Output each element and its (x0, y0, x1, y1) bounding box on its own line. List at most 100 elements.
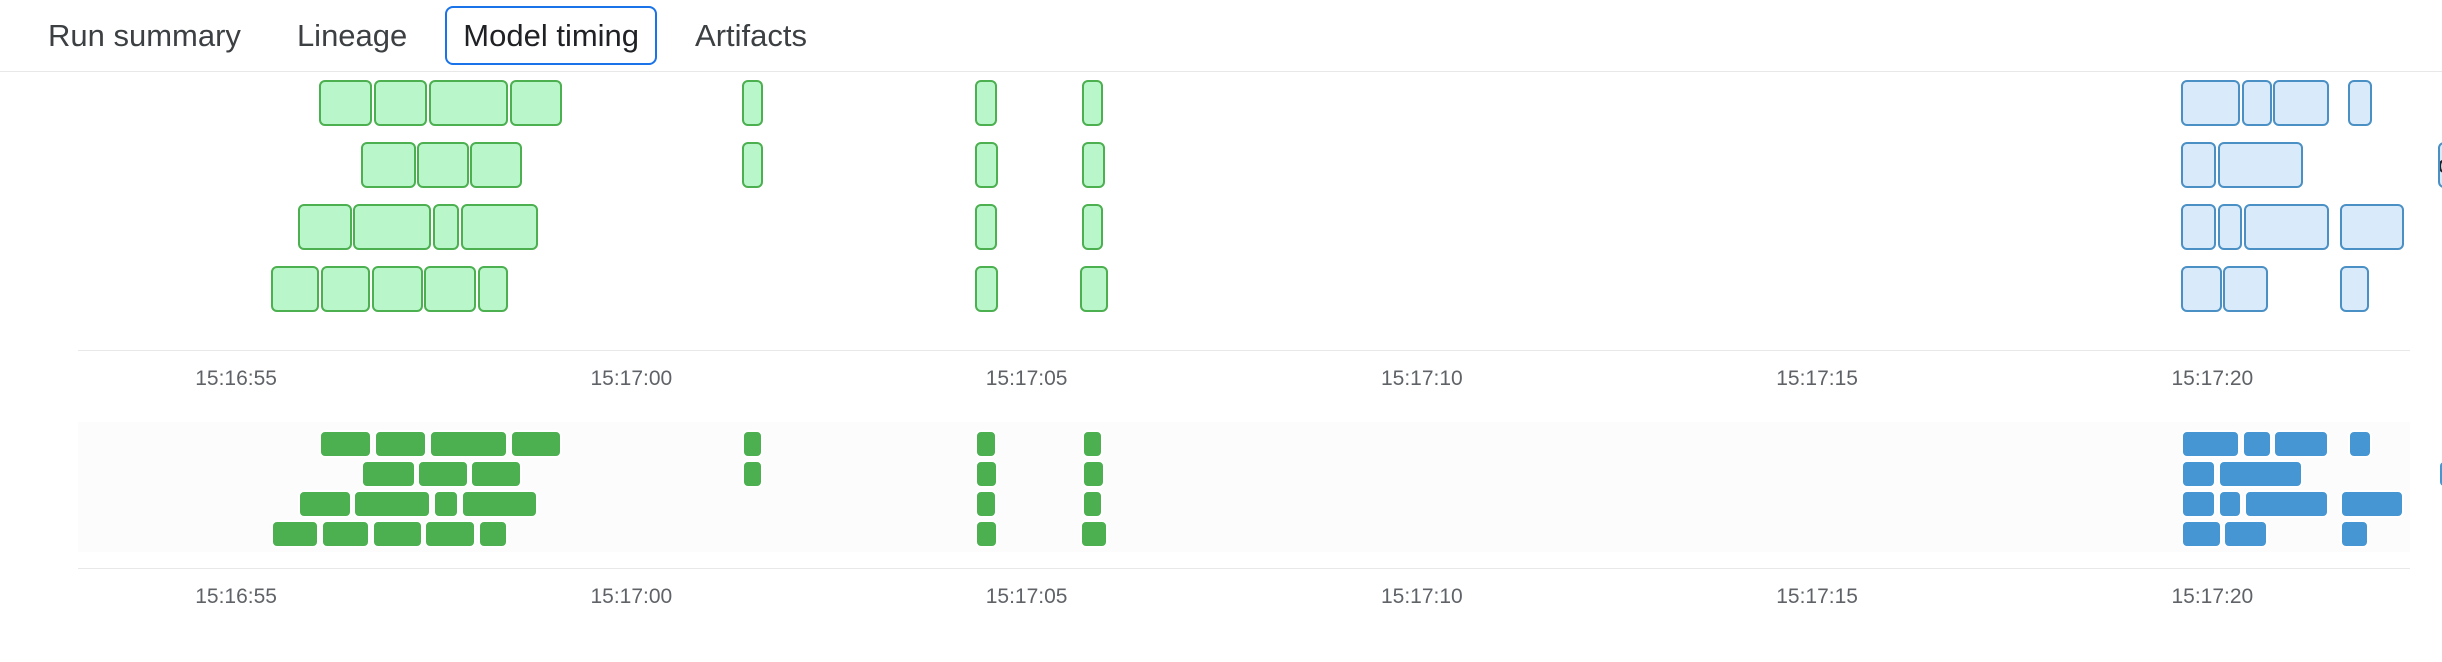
x-axis-tick-label: 15:17:20 (2171, 367, 2254, 390)
gantt-bar[interactable] (460, 204, 539, 250)
gantt-bar[interactable] (975, 490, 997, 518)
gantt-bar[interactable] (270, 266, 320, 312)
gantt-bar[interactable] (428, 430, 509, 458)
gantt-bar[interactable] (2273, 430, 2330, 458)
tab-label: Artifacts (695, 18, 807, 53)
gantt-bar[interactable] (477, 520, 509, 548)
gantt-bar[interactable] (742, 80, 763, 126)
gantt-bar[interactable] (1080, 520, 1109, 548)
gantt-bar[interactable] (2223, 266, 2268, 312)
gantt-bar[interactable] (975, 204, 997, 250)
gantt-bar[interactable] (2217, 460, 2304, 488)
gantt-bar[interactable] (1081, 490, 1104, 518)
gantt-bar[interactable] (320, 520, 371, 548)
gantt-bar[interactable] (361, 142, 416, 188)
gantt-bar[interactable] (2217, 142, 2304, 188)
gantt-bar[interactable] (2243, 204, 2330, 250)
gantt-bar[interactable] (509, 80, 562, 126)
gantt-bar[interactable] (2340, 490, 2404, 518)
gantt-bar[interactable] (361, 460, 416, 488)
tab-model-timing[interactable]: Model timing (445, 6, 658, 65)
gantt-bar[interactable] (975, 520, 999, 548)
gantt-bar[interactable] (1081, 460, 1105, 488)
gantt-bar[interactable] (2348, 430, 2373, 458)
gantt-bar[interactable] (2243, 490, 2330, 518)
gantt-bar[interactable] (975, 142, 999, 188)
gantt-bar[interactable] (2241, 430, 2272, 458)
gantt-bar[interactable] (1080, 266, 1109, 312)
gantt-bar[interactable] (372, 266, 423, 312)
gantt-bar-label: orders (2440, 144, 2442, 186)
tab-lineage[interactable]: Lineage (279, 6, 425, 65)
gantt-bar[interactable] (742, 142, 763, 188)
gantt-bar[interactable] (417, 142, 469, 188)
gantt-bar[interactable] (270, 520, 320, 548)
gantt-bar[interactable] (2340, 204, 2404, 250)
gantt-bar[interactable] (432, 204, 460, 250)
gantt-bar[interactable] (2348, 80, 2373, 126)
gantt-bar[interactable] (2223, 520, 2268, 548)
gantt-bar[interactable] (460, 490, 539, 518)
gantt-bar[interactable] (975, 430, 997, 458)
gantt-bar[interactable] (353, 490, 432, 518)
x-axis-tick-label: 15:17:10 (1380, 585, 1463, 608)
model-timing-chart-solid[interactable]: 15:16:55 15:17:00 15:17:05 15:17:10 15:17:15… (0, 420, 2442, 607)
gantt-bar[interactable] (1081, 204, 1104, 250)
gantt-bar[interactable] (417, 460, 469, 488)
gantt-bar[interactable] (319, 80, 373, 126)
x-axis-tick-label: 15:17:00 (590, 367, 673, 390)
tab-label: Lineage (296, 18, 408, 53)
gantt-bar[interactable] (428, 80, 509, 126)
gantt-bar[interactable] (975, 80, 997, 126)
gantt-bar[interactable] (297, 490, 352, 518)
gantt-bar[interactable] (2217, 204, 2243, 250)
gantt-bar[interactable] (742, 460, 763, 488)
gantt-bar[interactable] (2180, 142, 2217, 188)
gantt-bar[interactable] (1081, 142, 1105, 188)
tab-label: Run summary (48, 18, 241, 53)
gantt-bar[interactable] (1081, 430, 1104, 458)
x-axis-tick-label: 15:17:05 (985, 585, 1068, 608)
gantt-bar[interactable] (1081, 80, 1104, 126)
gantt-bar[interactable] (2273, 80, 2330, 126)
gantt-bar[interactable] (353, 204, 432, 250)
gantt-bar[interactable] (477, 266, 509, 312)
x-axis-tick-label: 15:17:20 (2171, 585, 2254, 608)
x-axis-tick-label: 15:16:55 (195, 585, 277, 608)
gantt-bar[interactable] (319, 430, 373, 458)
tab-run-summary[interactable]: Run summary (30, 6, 259, 65)
gantt-bar[interactable] (297, 204, 352, 250)
gantt-bar[interactable] (509, 430, 562, 458)
gantt-bar[interactable] (2437, 460, 2442, 488)
gantt-bar[interactable] (2180, 266, 2222, 312)
gantt-bar[interactable] (2180, 490, 2217, 518)
gantt-bar[interactable] (470, 460, 523, 488)
gantt-bar[interactable] (373, 430, 428, 458)
gantt-bar[interactable] (975, 266, 999, 312)
gantt-bar[interactable] (2340, 266, 2369, 312)
x-axis-tick-label: 15:17:15 (1776, 367, 1858, 390)
gantt-bar[interactable] (2180, 460, 2217, 488)
gantt-bar[interactable] (470, 142, 523, 188)
gantt-bar[interactable] (742, 430, 763, 458)
gantt-bar[interactable] (2241, 80, 2272, 126)
gantt-bar[interactable] (373, 80, 428, 126)
tab-label: Model timing (463, 18, 640, 53)
gantt-bar[interactable] (424, 266, 477, 312)
gantt-bar[interactable] (2180, 520, 2222, 548)
gantt-bar[interactable] (2217, 490, 2243, 518)
gantt-bar[interactable] (2180, 80, 2241, 126)
gantt-bar[interactable] (432, 490, 460, 518)
gantt-bar[interactable] (2180, 430, 2241, 458)
gantt-bar-labeled[interactable]: orders (2437, 142, 2442, 188)
gantt-bar[interactable] (424, 520, 477, 548)
gantt-bar[interactable] (2340, 520, 2369, 548)
gantt-bar[interactable] (320, 266, 371, 312)
gantt-bar[interactable] (2180, 204, 2217, 250)
model-timing-chart-outline[interactable]: orders 15:16:55 15:17:00 15:17:05 15:17:10 15… (0, 72, 2442, 389)
x-axis-tick-label: 15:17:15 (1776, 585, 1858, 608)
gantt-bar[interactable] (372, 520, 423, 548)
tab-artifacts[interactable]: Artifacts (677, 6, 825, 65)
gantt-bar[interactable] (975, 460, 999, 488)
x-axis-tick-label: 15:17:10 (1380, 367, 1463, 390)
